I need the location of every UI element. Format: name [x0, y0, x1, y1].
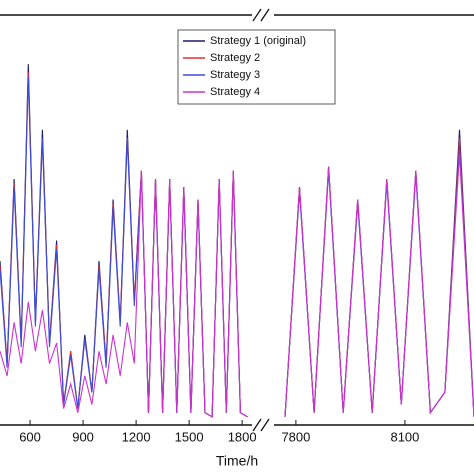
legend-label: Strategy 3 [210, 69, 260, 81]
x-tick-label: 1200 [122, 429, 151, 444]
axis-break-mark [252, 418, 270, 432]
x-axis-label: Time/h [216, 453, 258, 469]
x-tick-label: 900 [72, 429, 94, 444]
x-tick-label: 7800 [281, 429, 310, 444]
axis-break-gap [252, 8, 274, 22]
x-tick-label: 1800 [228, 429, 257, 444]
axis-break-mark [252, 8, 270, 22]
plot-area [0, 64, 474, 418]
series-line [0, 170, 248, 418]
x-tick-label: 600 [19, 429, 41, 444]
axis-break-gap [252, 418, 274, 432]
legend-label: Strategy 2 [210, 52, 260, 64]
x-tick-label: 8100 [390, 429, 419, 444]
series-line [0, 76, 248, 418]
legend: Strategy 1 (original) Strategy 2 Strategy … [177, 29, 336, 105]
series-line [284, 154, 474, 417]
legend-label: Strategy 1 (original) [210, 35, 306, 47]
legend-label: Strategy 4 [210, 86, 260, 98]
x-tick-label: 1500 [175, 429, 204, 444]
